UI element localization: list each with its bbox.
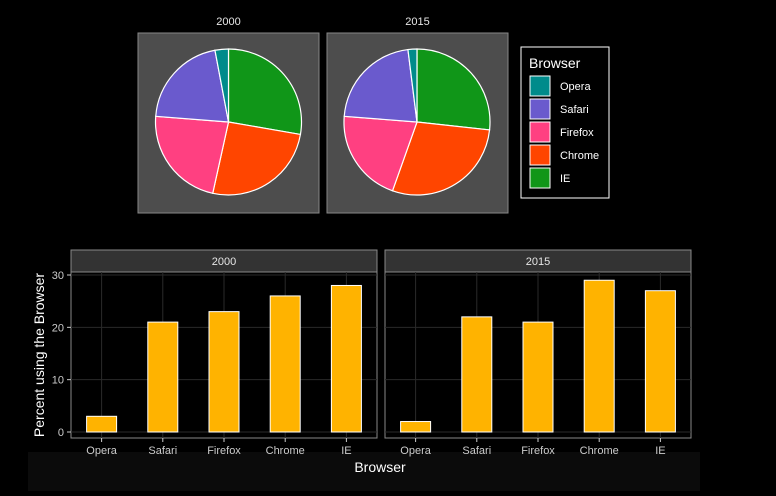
pie-strip-label-2015: 2015	[405, 16, 429, 28]
pie-panel-2015: 2015	[326, 16, 509, 214]
pie-slice-firefox-2000	[154, 115, 230, 194]
x-tick-label-ie: IE	[341, 445, 351, 457]
x-tick-label-firefox: Firefox	[207, 445, 241, 457]
pie-slice-chrome-2000	[212, 121, 302, 196]
bar-strip-label-2000: 2000	[212, 256, 236, 268]
bar-chrome-2000	[269, 295, 301, 433]
bar-ie-2000	[330, 284, 362, 433]
pie-slice-safari-2015	[343, 48, 418, 123]
x-tick-label-opera: Opera	[86, 445, 117, 457]
pie-slice-chrome-2015	[391, 121, 491, 196]
x-tick-label-safari: Safari	[148, 445, 177, 457]
legend-title: Browser	[529, 55, 581, 71]
bar-panel-2015: 2015 Opera Safari Firefox Chrome IE	[384, 249, 692, 457]
pie-slice-opera-2015	[407, 48, 418, 123]
pie-chart-2000	[154, 48, 303, 196]
pie-slice-firefox-2015	[343, 115, 418, 192]
pie-panel-2000: 2000	[137, 16, 320, 214]
legend-key-opera	[529, 75, 551, 97]
x-tick-label-chrome: Chrome	[266, 445, 305, 457]
y-axis-title: Percent using the Browser	[31, 273, 47, 438]
x-axis-title: Browser	[354, 459, 406, 475]
bars-2015: Opera Safari Firefox Chrome IE	[385, 272, 691, 457]
bar-safari-2000	[147, 321, 179, 433]
legend-key-firefox	[529, 121, 551, 143]
y-tick-label: 0	[58, 427, 64, 439]
x-tick-label-firefox: Firefox	[521, 445, 555, 457]
x-tick-label-safari: Safari	[462, 445, 491, 457]
bar-chrome-2015	[583, 279, 615, 433]
y-tick-label: 30	[52, 270, 64, 282]
legend: Browser Opera Safari Firefox Chrome IE	[520, 46, 610, 199]
legend-key-chrome	[529, 144, 551, 166]
legend-key-ie	[529, 167, 551, 189]
legend-label-chrome: Chrome	[560, 150, 599, 162]
bar-opera-2000	[86, 415, 118, 433]
legend-label-safari: Safari	[560, 104, 589, 116]
bar-ie-2015	[644, 290, 676, 433]
pie-strip-label-2000: 2000	[216, 16, 240, 28]
bar-firefox-2000	[208, 311, 240, 433]
pie-slice-opera-2000	[214, 48, 230, 123]
x-tick-label-chrome: Chrome	[580, 445, 619, 457]
pie-slice-safari-2000	[155, 49, 230, 123]
pie-slice-ie-2015	[416, 48, 491, 131]
bar-panel-2000: 2000 Opera Safari Firefox Chrome IE	[70, 249, 378, 457]
bar-firefox-2015	[522, 321, 554, 433]
x-tick-label-ie: IE	[655, 445, 665, 457]
legend-label-opera: Opera	[560, 81, 591, 93]
legend-label-firefox: Firefox	[560, 127, 594, 139]
legend-label-ie: IE	[560, 173, 570, 185]
x-tick-label-opera: Opera	[400, 445, 431, 457]
bars-2000: Opera Safari Firefox Chrome IE	[71, 272, 377, 457]
y-tick-label: 20	[52, 322, 64, 334]
bar-opera-2015	[400, 421, 432, 433]
pie-chart-2015	[343, 48, 491, 196]
y-tick-label: 10	[52, 375, 64, 387]
y-axis: 0 10 20 30	[52, 270, 71, 439]
bar-strip-label-2015: 2015	[526, 256, 550, 268]
legend-key-safari	[529, 98, 551, 120]
bar-safari-2015	[461, 316, 493, 433]
pie-slice-ie-2000	[227, 48, 303, 136]
